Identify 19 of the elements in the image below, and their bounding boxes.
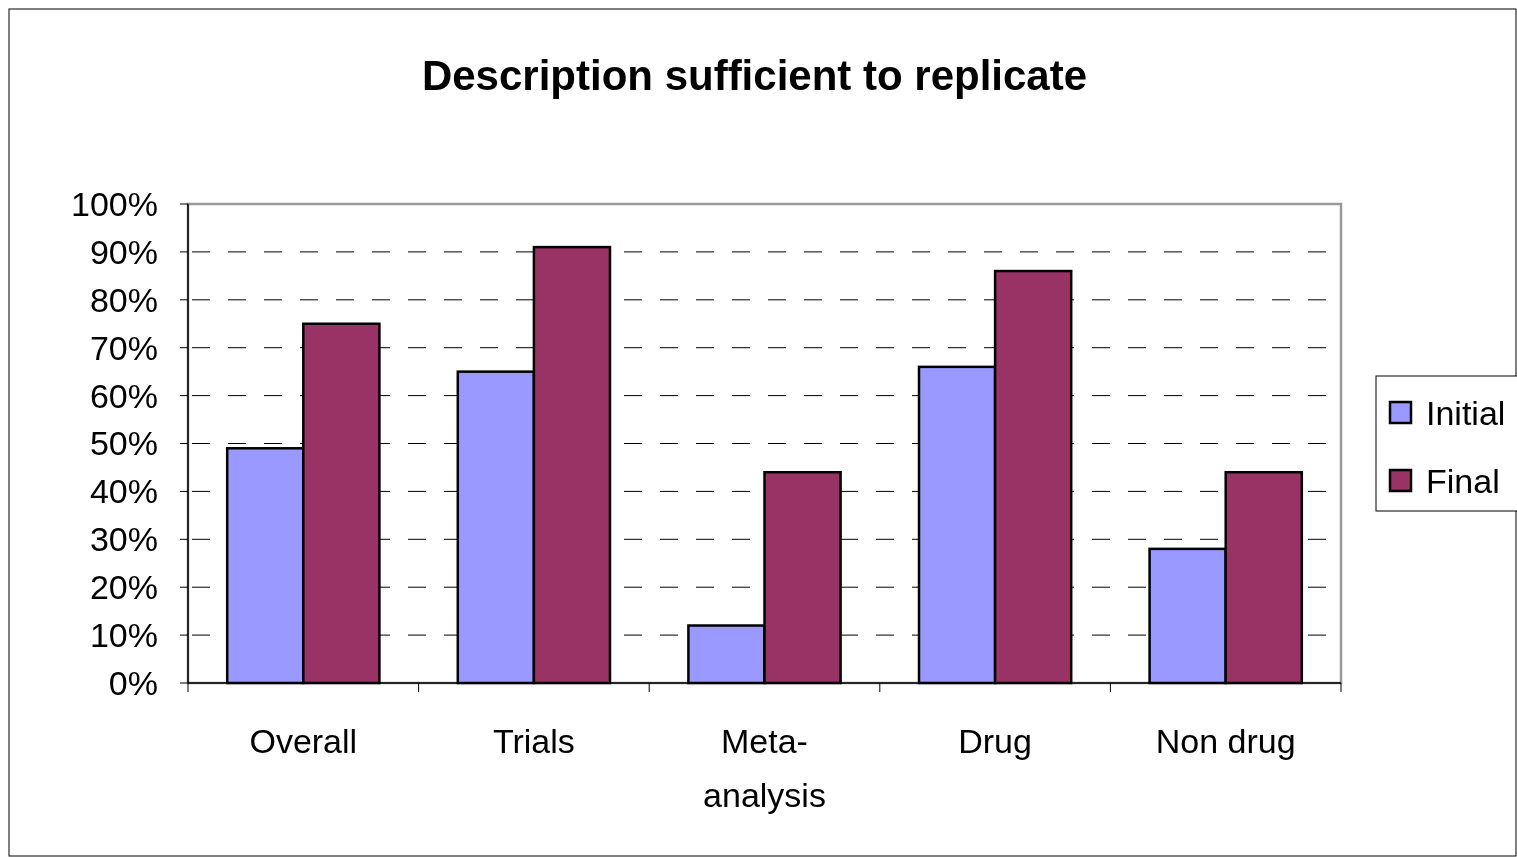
y-tick-label: 50% (89, 424, 158, 463)
y-tick-label: 60% (89, 376, 158, 415)
x-tick-label: Drug (958, 722, 1032, 760)
legend-label: Final (1426, 461, 1500, 500)
y-tick-label: 90% (89, 232, 158, 271)
y-tick-label: 20% (89, 568, 158, 607)
chart-title: Description sufficient to replicate (421, 52, 1088, 99)
y-tick-label: 100% (71, 184, 158, 223)
x-tick-label: Overall (249, 722, 358, 760)
y-tick-label: 0% (108, 663, 158, 702)
x-tick-label: Meta-analysis (703, 722, 826, 814)
y-tick-label: 30% (89, 520, 158, 559)
y-tick-label: 40% (89, 472, 158, 511)
x-tick-label: Trials (492, 722, 575, 760)
y-tick-label: 10% (89, 616, 158, 654)
y-tick-label: 70% (89, 328, 158, 367)
x-tick-label: Non drug (1155, 722, 1296, 760)
y-tick-label: 80% (89, 280, 158, 319)
legend-label: Initial (1426, 393, 1506, 432)
